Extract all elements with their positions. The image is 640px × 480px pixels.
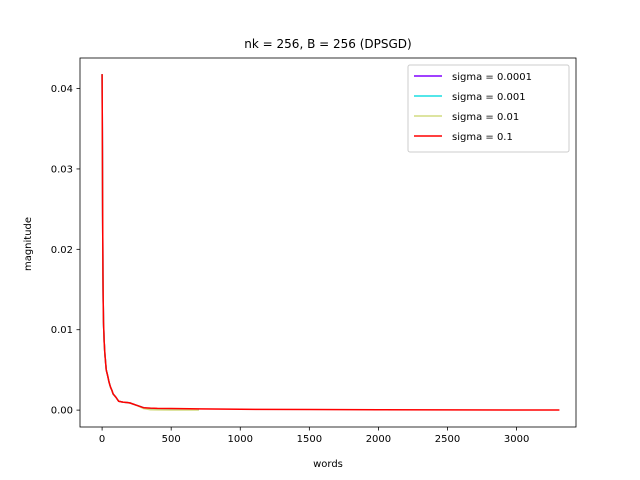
ticks: 0 500 1000 1500 2000 2500 3000 0.00 0.01 0.02 0.03… [51,84,530,445]
x-tick-label: 1000 [228,434,253,445]
plot-area [101,74,560,411]
y-tick-label: 0.03 [51,164,73,175]
legend-label-0: sigma = 0.0001 [452,72,532,83]
y-tick-label: 0.04 [51,84,73,95]
y-tick-label: 0.00 [51,406,73,417]
chart-title: nk = 256, B = 256 (DPSGD) [244,37,411,51]
series-line-3 [101,74,560,411]
y-axis-label: magnitude [23,217,34,271]
x-tick-label: 3000 [504,434,529,445]
x-tick-label: 2000 [366,434,391,445]
legend-label-1: sigma = 0.001 [452,92,526,103]
axes-frame [79,57,577,428]
legend-label-2: sigma = 0.01 [452,112,519,123]
legend: sigma = 0.0001 sigma = 0.001 sigma = 0.01 s… [407,64,570,153]
x-tick-label: 2500 [435,434,460,445]
x-axis-label: words [313,459,343,470]
x-tick-label: 1500 [297,434,322,445]
axes [79,57,577,428]
legend-label-3: sigma = 0.1 [452,132,513,143]
x-tick-label: 500 [162,434,181,445]
legend-box [407,64,570,153]
y-tick-label: 0.02 [51,245,73,256]
x-tick-label: 0 [99,434,105,445]
y-tick-label: 0.01 [51,325,73,336]
